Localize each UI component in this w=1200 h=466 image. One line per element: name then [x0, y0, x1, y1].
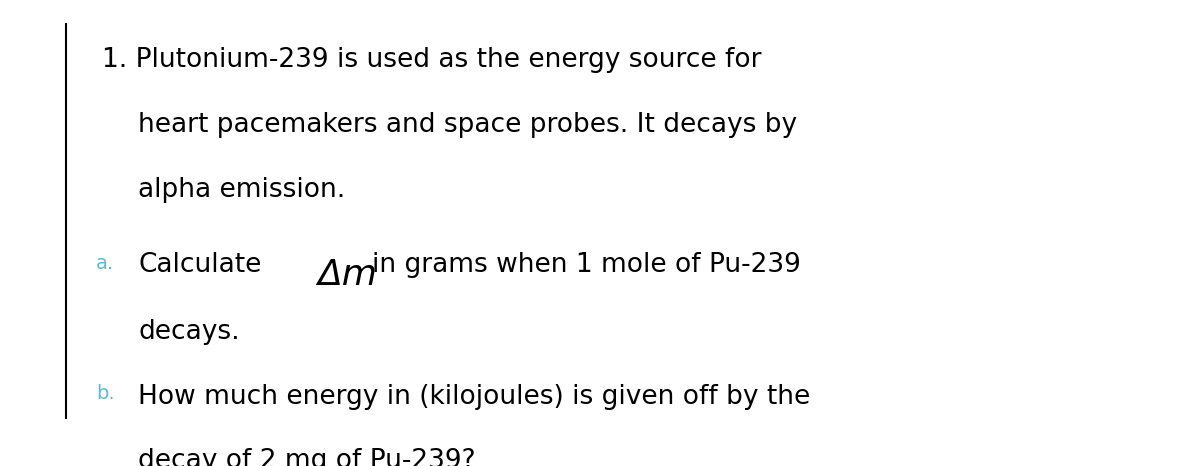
Text: Calculate: Calculate: [138, 252, 262, 278]
Text: alpha emission.: alpha emission.: [138, 177, 346, 203]
Text: a.: a.: [96, 254, 114, 273]
Text: heart pacemakers and space probes. It decays by: heart pacemakers and space probes. It de…: [138, 112, 797, 138]
Text: decays.: decays.: [138, 319, 240, 345]
Text: b.: b.: [96, 384, 115, 404]
Text: Δm: Δm: [317, 258, 377, 292]
Text: decay of 2 mg of Pu-239?: decay of 2 mg of Pu-239?: [138, 448, 475, 466]
Text: in grams when 1 mole of Pu-239: in grams when 1 mole of Pu-239: [372, 252, 800, 278]
Text: How much energy in (kilojoules) is given off by the: How much energy in (kilojoules) is given…: [138, 384, 810, 411]
Text: 1. Plutonium-239 is used as the energy source for: 1. Plutonium-239 is used as the energy s…: [102, 47, 762, 73]
